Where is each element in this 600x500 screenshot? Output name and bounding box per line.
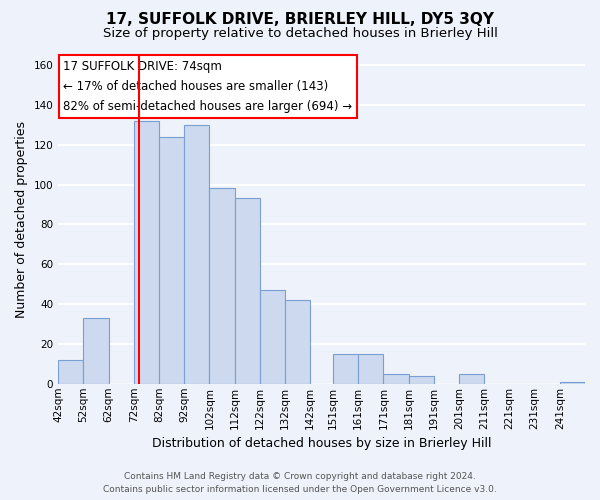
- Bar: [260, 290, 285, 384]
- Bar: [159, 136, 184, 384]
- Text: Contains HM Land Registry data © Crown copyright and database right 2024.
Contai: Contains HM Land Registry data © Crown c…: [103, 472, 497, 494]
- Bar: [358, 354, 383, 384]
- Bar: [333, 354, 358, 384]
- X-axis label: Distribution of detached houses by size in Brierley Hill: Distribution of detached houses by size …: [152, 437, 491, 450]
- Bar: [459, 374, 484, 384]
- Bar: [383, 374, 409, 384]
- Bar: [134, 121, 159, 384]
- Y-axis label: Number of detached properties: Number of detached properties: [15, 121, 28, 318]
- Text: Size of property relative to detached houses in Brierley Hill: Size of property relative to detached ho…: [103, 28, 497, 40]
- Text: 17 SUFFOLK DRIVE: 74sqm
← 17% of detached houses are smaller (143)
82% of semi-d: 17 SUFFOLK DRIVE: 74sqm ← 17% of detache…: [64, 60, 353, 113]
- Bar: [209, 188, 235, 384]
- Bar: [83, 318, 109, 384]
- Bar: [409, 376, 434, 384]
- Bar: [184, 124, 209, 384]
- Bar: [285, 300, 310, 384]
- Bar: [560, 382, 585, 384]
- Text: 17, SUFFOLK DRIVE, BRIERLEY HILL, DY5 3QY: 17, SUFFOLK DRIVE, BRIERLEY HILL, DY5 3Q…: [106, 12, 494, 28]
- Bar: [235, 198, 260, 384]
- Bar: [58, 360, 83, 384]
